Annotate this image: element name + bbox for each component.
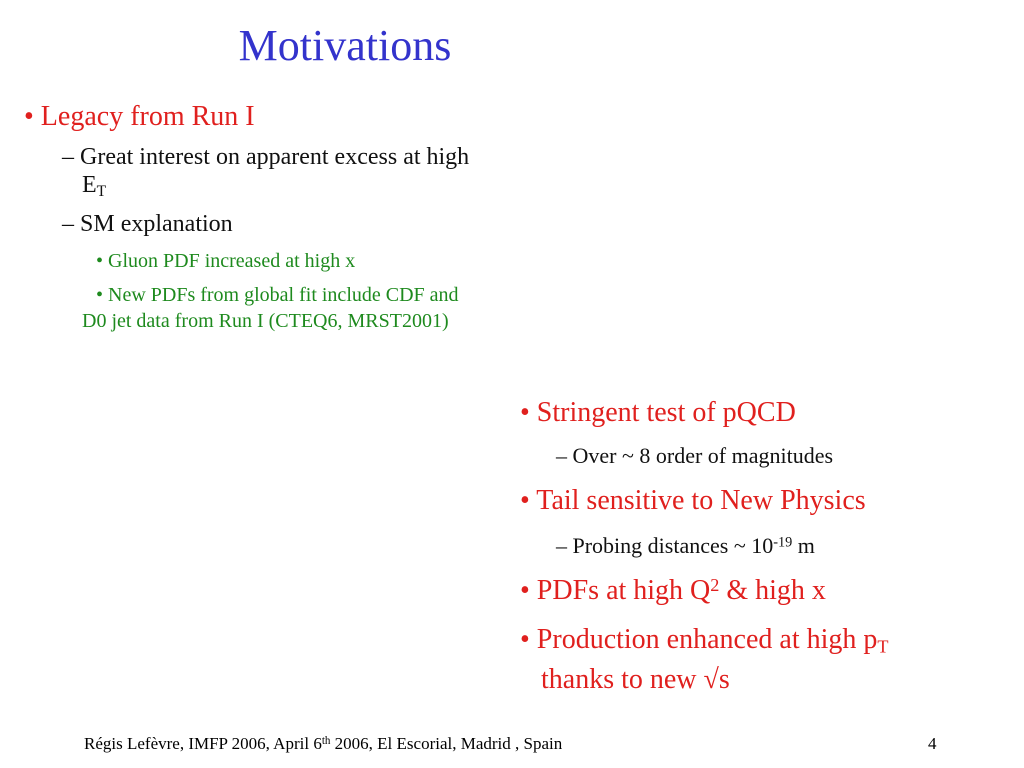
bullet-production: • Production enhanced at high pT <box>520 624 889 657</box>
sub-bullet-sm: – SM explanation <box>62 211 233 237</box>
page-number: 4 <box>928 734 937 753</box>
bullet-pdfs-high-q: • PDFs at high Q2 & high x <box>520 575 826 607</box>
sub-bullet-excess: – Great interest on apparent excess at h… <box>62 144 470 170</box>
sub-sub-bullet-pdfs: • New PDFs from global fit include CDF a… <box>96 284 459 306</box>
sub-sub-bullet-gluon: • Gluon PDF increased at high x <box>96 250 356 272</box>
sub-sub-bullet-pdfs-cont: D0 jet data from Run I (CTEQ6, MRST2001) <box>82 310 449 332</box>
sub-bullet-orders: – Over ~ 8 order of magnitudes <box>556 443 834 468</box>
bullet-legacy: • Legacy from Run I <box>24 101 255 132</box>
sub-bullet-excess-cont: ET <box>82 172 107 200</box>
bullet-new-physics: • Tail sensitive to New Physics <box>520 485 866 516</box>
sub-bullet-distances: – Probing distances ~ 10-19 m <box>556 533 815 558</box>
bullet-pqcd: • Stringent test of pQCD <box>520 397 796 428</box>
page-title: Motivations <box>238 21 452 70</box>
bullet-production-cont: thanks to new √s <box>541 664 730 695</box>
footer-text: Régis Lefèvre, IMFP 2006, April 6th 2006… <box>84 734 563 753</box>
